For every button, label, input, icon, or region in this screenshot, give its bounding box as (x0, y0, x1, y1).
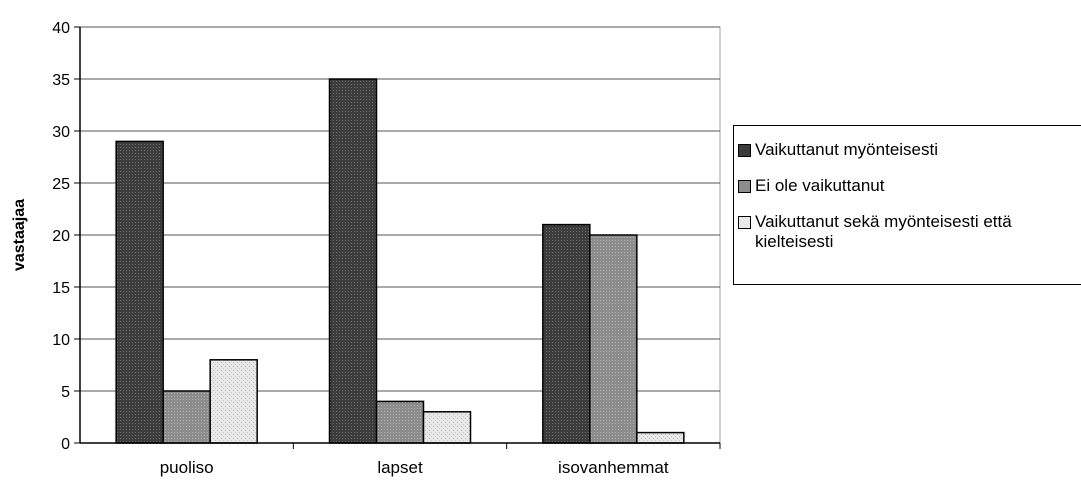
bar (115, 140, 164, 444)
y-tick-label: 40 (52, 20, 70, 37)
y-tick-label: 10 (52, 332, 70, 349)
y-axis-label: vastaajaa (11, 199, 28, 271)
bar (328, 78, 378, 444)
bar (422, 411, 472, 444)
bar (209, 359, 258, 444)
legend: Vaikuttanut myönteisesti Ei ole vaikutta… (733, 125, 1081, 285)
y-tick-label: 5 (61, 384, 70, 401)
y-tick-label: 0 (61, 436, 70, 453)
bar (162, 390, 211, 444)
legend-item: Vaikuttanut sekä myönteisesti että kielt… (738, 212, 1081, 252)
y-tick-label: 15 (52, 280, 70, 297)
y-tick-label: 25 (52, 176, 70, 193)
legend-item: Vaikuttanut myönteisesti (738, 140, 1081, 160)
y-tick-label: 20 (52, 228, 70, 245)
x-tick-label: isovanhemmat (558, 458, 669, 477)
bar (589, 234, 638, 444)
legend-label-series-3: Vaikuttanut sekä myönteisesti että kielt… (755, 212, 1012, 251)
bar (542, 223, 591, 444)
x-tick-label: lapset (377, 458, 423, 477)
axis-labels: 0 5 10 15 20 25 30 35 40 puoliso lapset isovanhemma… (11, 20, 669, 477)
bars (115, 78, 685, 444)
legend-swatch-series-2 (738, 180, 751, 193)
bar (636, 431, 685, 444)
legend-label-series-2: Ei ole vaikuttanut (755, 176, 885, 195)
legend-item: Ei ole vaikuttanut (738, 176, 1081, 196)
y-tick-label: 35 (52, 72, 70, 89)
bar (375, 400, 425, 444)
legend-swatch-series-3 (738, 216, 751, 229)
y-tick-label: 30 (52, 124, 70, 141)
x-tick-label: puoliso (160, 458, 214, 477)
legend-label-series-1: Vaikuttanut myönteisesti (755, 140, 938, 159)
axes (74, 26, 721, 449)
legend-swatch-series-1 (738, 144, 751, 157)
